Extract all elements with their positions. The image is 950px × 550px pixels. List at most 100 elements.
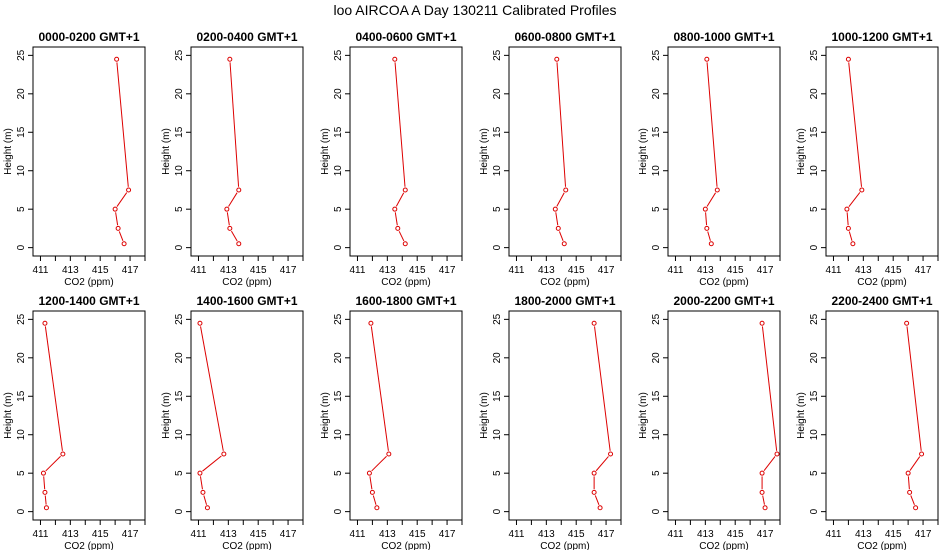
y-tick-label: 25 bbox=[16, 49, 27, 61]
x-tick-label: 413 bbox=[379, 265, 396, 276]
profile-segment bbox=[910, 495, 915, 505]
x-tick-label: 411 bbox=[190, 265, 206, 276]
figure-title: loo AIRCOA A Day 130211 Calibrated Profi… bbox=[333, 2, 617, 18]
x-tick-label: 413 bbox=[538, 529, 555, 540]
y-axis-label: Height (m) bbox=[320, 392, 331, 439]
chart-panel: 1200-1400 GMT+1 0 5 10 15 20 25 411 413 415 417 CO2… bbox=[3, 294, 146, 550]
y-tick-label: 10 bbox=[651, 165, 662, 177]
y-tick-label: 15 bbox=[651, 126, 662, 138]
data-point bbox=[563, 187, 569, 193]
x-tick-label: 411 bbox=[825, 529, 841, 540]
profile-segment bbox=[118, 231, 124, 241]
data-point bbox=[42, 489, 48, 495]
x-tick-label: 415 bbox=[568, 529, 585, 540]
x-tick-label: 415 bbox=[92, 265, 109, 276]
y-tick-label: 25 bbox=[174, 49, 185, 61]
data-point bbox=[759, 489, 765, 495]
data-point bbox=[554, 56, 560, 62]
plot-frame bbox=[32, 310, 146, 521]
y-tick-label: 20 bbox=[651, 88, 662, 100]
profile-segment bbox=[556, 192, 565, 207]
y-tick-label: 20 bbox=[651, 352, 662, 364]
x-tick-label: 413 bbox=[855, 265, 872, 276]
x-tick-label: 413 bbox=[220, 529, 237, 540]
y-tick-label: 5 bbox=[333, 470, 344, 476]
x-tick-label: 411 bbox=[667, 265, 683, 276]
data-point bbox=[126, 187, 132, 193]
profile-segment bbox=[705, 212, 708, 226]
x-tick-label: 411 bbox=[32, 529, 48, 540]
profile-segment bbox=[706, 192, 717, 207]
profile-segment bbox=[229, 62, 240, 187]
data-point bbox=[374, 505, 380, 511]
data-point bbox=[402, 241, 408, 247]
y-tick-label: 5 bbox=[492, 206, 503, 212]
x-tick-label: 413 bbox=[697, 529, 714, 540]
data-point bbox=[395, 225, 401, 231]
profile-segment bbox=[394, 212, 398, 226]
profile-segment bbox=[202, 455, 222, 472]
x-tick-label: 413 bbox=[855, 529, 872, 540]
plot-frame bbox=[349, 46, 463, 257]
x-tick-label: 413 bbox=[538, 265, 555, 276]
y-tick-label: 15 bbox=[174, 390, 185, 402]
profile-segment bbox=[398, 231, 405, 242]
y-tick-label: 25 bbox=[809, 49, 820, 61]
data-point bbox=[227, 56, 233, 62]
x-tick-label: 417 bbox=[598, 265, 615, 276]
data-point bbox=[714, 187, 720, 193]
data-point bbox=[60, 451, 66, 457]
x-tick-label: 417 bbox=[915, 265, 932, 276]
data-point bbox=[227, 225, 233, 231]
x-tick-label: 413 bbox=[220, 265, 237, 276]
y-tick-label: 15 bbox=[174, 126, 185, 138]
data-point bbox=[236, 241, 242, 247]
y-axis-label: Height (m) bbox=[161, 128, 172, 175]
x-tick-label: 411 bbox=[508, 529, 524, 540]
y-tick-label: 20 bbox=[333, 88, 344, 100]
y-tick-label: 25 bbox=[492, 49, 503, 61]
panel-title: 0800-1000 GMT+1 bbox=[673, 30, 774, 44]
data-point bbox=[591, 320, 597, 326]
plot-frame bbox=[349, 310, 463, 521]
y-tick-label: 10 bbox=[16, 429, 27, 441]
x-tick-label: 417 bbox=[439, 529, 456, 540]
profile-segment bbox=[395, 192, 405, 207]
data-point bbox=[704, 225, 710, 231]
profile-segment bbox=[706, 62, 718, 187]
data-point bbox=[759, 320, 765, 326]
plot-frame bbox=[825, 46, 939, 257]
y-tick-label: 20 bbox=[16, 352, 27, 364]
data-point bbox=[402, 187, 408, 193]
data-point bbox=[552, 206, 558, 212]
y-tick-label: 25 bbox=[809, 313, 820, 325]
y-tick-label: 15 bbox=[492, 126, 503, 138]
y-tick-label: 10 bbox=[492, 429, 503, 441]
plot-frame bbox=[508, 46, 622, 257]
y-tick-label: 5 bbox=[16, 206, 27, 212]
y-tick-label: 20 bbox=[809, 88, 820, 100]
data-point bbox=[919, 451, 925, 457]
x-tick-label: 417 bbox=[757, 265, 774, 276]
data-point bbox=[197, 320, 203, 326]
x-tick-label: 411 bbox=[349, 265, 365, 276]
data-point bbox=[762, 505, 768, 511]
data-point bbox=[42, 320, 48, 326]
y-tick-label: 5 bbox=[333, 206, 344, 212]
x-axis-label: CO2 (ppm) bbox=[857, 277, 906, 288]
data-point bbox=[774, 451, 780, 457]
y-tick-label: 20 bbox=[174, 352, 185, 364]
x-tick-label: 417 bbox=[598, 529, 615, 540]
data-point bbox=[114, 56, 120, 62]
y-tick-label: 15 bbox=[333, 126, 344, 138]
profile-segment bbox=[907, 476, 910, 490]
data-point bbox=[561, 241, 567, 247]
profile-segment bbox=[906, 326, 922, 451]
x-tick-label: 415 bbox=[885, 529, 902, 540]
profile-segment bbox=[707, 231, 711, 241]
plot-frame bbox=[32, 46, 146, 257]
chart-panel: 0000-0200 GMT+1 0 5 10 15 20 25 411 413 415 417 CO2… bbox=[3, 30, 146, 288]
panel-title: 2200-2400 GMT+1 bbox=[831, 294, 932, 308]
data-point bbox=[40, 470, 46, 476]
